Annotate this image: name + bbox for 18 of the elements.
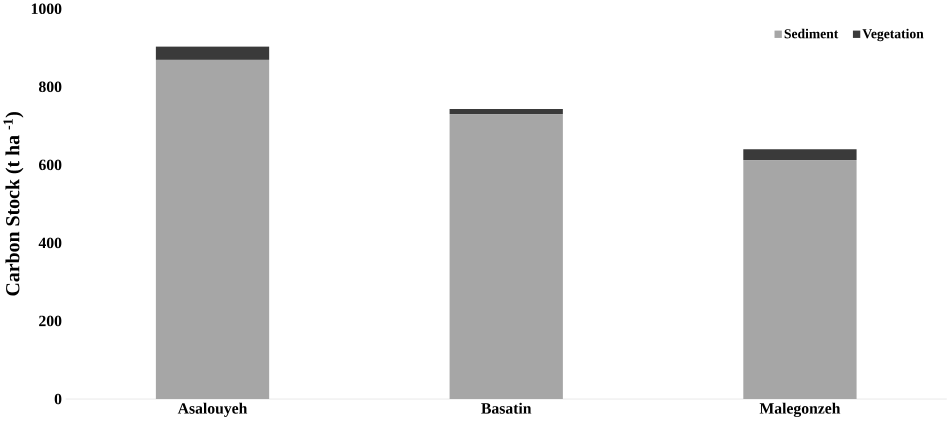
y-tick-label: 800 <box>38 82 62 92</box>
y-tick-label: 600 <box>38 160 62 170</box>
y-axis-title: Carbon Stock (t ha $^{-1}$) <box>3 112 24 296</box>
y-tick-label: 1000 <box>32 4 62 14</box>
bar <box>450 114 563 400</box>
y-tick-label: 400 <box>38 238 62 248</box>
y-tick-label: 0 <box>54 394 62 405</box>
legend-label: Vegetation <box>862 29 924 42</box>
bar <box>743 160 857 400</box>
x-tick-label: Asalouyeh <box>178 402 248 418</box>
y-tick-label: 200 <box>39 316 62 326</box>
bar <box>156 46 270 60</box>
x-tick-label: Basatin <box>481 402 532 414</box>
bar <box>156 60 270 400</box>
x-tick-label: Malegonzeh <box>760 402 840 418</box>
bar <box>450 109 563 114</box>
bar <box>743 150 857 160</box>
legend-label: Sediment <box>784 29 838 39</box>
